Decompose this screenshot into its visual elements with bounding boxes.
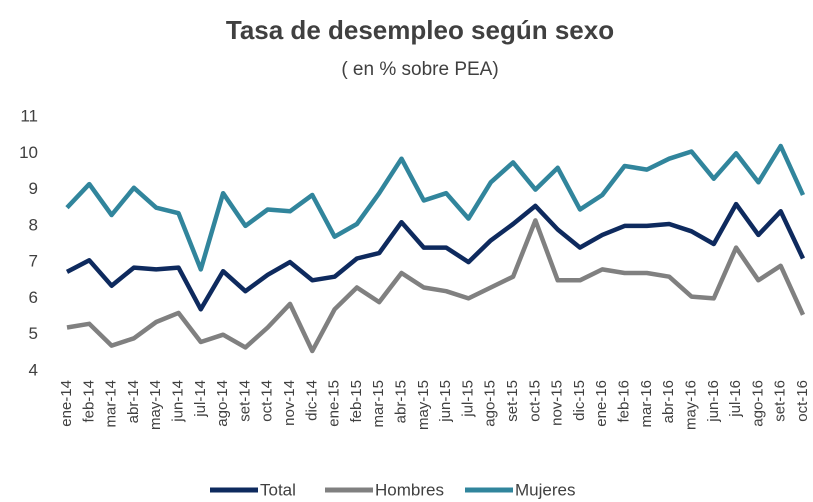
x-tick-label: feb-14	[80, 380, 97, 423]
y-tick-label: 5	[29, 324, 38, 343]
x-tick-label: may-15	[415, 380, 432, 430]
x-tick-label: jun-14	[169, 380, 186, 423]
x-tick-label: feb-15	[348, 380, 365, 423]
y-tick-label: 6	[29, 288, 38, 307]
x-tick-label: may-14	[147, 380, 164, 430]
x-tick-label: abr-14	[125, 380, 142, 423]
chart-title: Tasa de desempleo según sexo	[226, 15, 614, 45]
x-tick-label: ene-15	[326, 380, 343, 427]
legend-item: Hombres	[325, 480, 444, 499]
x-tick-label: oct-16	[794, 380, 811, 422]
x-tick-label: may-16	[682, 380, 699, 430]
x-tick-label: jul-15	[459, 380, 476, 418]
x-tick-label: ene-14	[58, 380, 75, 427]
x-tick-label: mar-15	[370, 380, 387, 428]
y-tick-label: 7	[29, 252, 38, 271]
x-tick-label: set-14	[236, 380, 253, 422]
series-line	[65, 201, 806, 312]
x-tick-label: ago-15	[482, 380, 499, 427]
y-tick-label: 9	[29, 179, 38, 198]
x-tick-label: jun-15	[437, 380, 454, 423]
chart-subtitle: ( en % sobre PEA)	[341, 59, 498, 80]
x-tick-label: abr-16	[660, 380, 677, 423]
legend-item: Total	[210, 480, 296, 499]
x-tick-label: jun-16	[705, 380, 722, 423]
y-tick-label: 4	[29, 360, 38, 379]
x-tick-label: abr-15	[393, 380, 410, 423]
x-tick-label: jul-16	[727, 380, 744, 418]
series-line	[65, 143, 806, 272]
x-tick-label: ago-14	[214, 380, 231, 427]
legend-label: Total	[260, 480, 296, 499]
x-tick-label: feb-16	[616, 380, 633, 423]
y-tick-label: 10	[19, 143, 38, 162]
x-tick-label: mar-16	[638, 380, 655, 428]
x-tick-label: ene-16	[593, 380, 610, 427]
x-tick-label: oct-15	[526, 380, 543, 422]
x-tick-label: oct-14	[259, 380, 276, 422]
x-tick-label: nov-14	[281, 380, 298, 426]
series-line	[66, 218, 806, 354]
x-tick-label: ago-16	[749, 380, 766, 427]
legend-label: Mujeres	[515, 480, 575, 499]
x-tick-label: jul-14	[192, 380, 209, 418]
y-tick-label: 11	[20, 106, 38, 125]
x-tick-label: mar-14	[103, 380, 120, 428]
x-tick-label: set-16	[772, 380, 789, 422]
x-tick-label: dic-15	[571, 380, 588, 421]
legend-item: Mujeres	[465, 480, 575, 499]
legend-label: Hombres	[375, 480, 444, 499]
x-tick-label: dic-14	[303, 380, 320, 421]
y-tick-label: 8	[29, 215, 38, 234]
x-tick-label: nov-15	[549, 380, 566, 426]
x-tick-label: set-15	[504, 380, 521, 422]
